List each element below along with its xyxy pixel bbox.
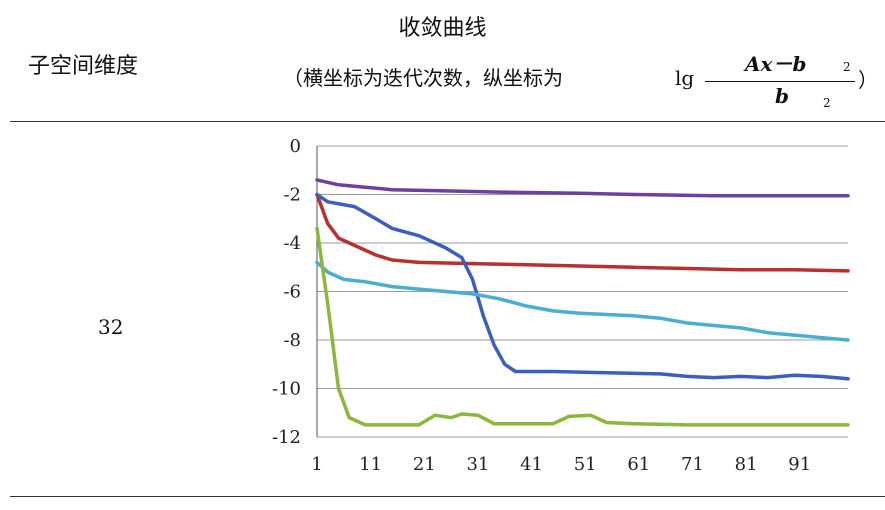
column-header-dimension: 子空间维度: [28, 54, 139, 79]
series-line-4: [315, 260, 850, 342]
y-tick-label: -8: [283, 330, 301, 351]
series-line-1: [315, 178, 850, 198]
dimension-value: 32: [98, 315, 124, 339]
column-subheader: （横坐标为迭代次数，纵坐标为: [283, 66, 563, 90]
fraction-denominator: b: [775, 84, 789, 108]
fraction-numerator: Ax－b: [745, 52, 807, 76]
x-tick-label: 71: [681, 454, 704, 475]
x-tick-label: 61: [627, 454, 650, 475]
x-tick-label: 91: [788, 454, 811, 475]
header-rule: [10, 121, 885, 122]
bottom-rule: [10, 496, 885, 497]
fraction-bar: [705, 81, 855, 82]
x-tick-label: 21: [413, 454, 436, 475]
close-paren: ）: [858, 68, 878, 92]
y-tick-label: -12: [272, 427, 301, 448]
column-header-convergence: 收敛曲线: [398, 16, 487, 41]
y-tick-label: -10: [272, 379, 301, 400]
x-tick-label: 51: [574, 454, 597, 475]
y-tick-label: 0: [290, 136, 301, 157]
y-tick-label: -2: [283, 185, 301, 206]
x-tick-label: 11: [359, 454, 382, 475]
y-tick-label: -6: [283, 282, 301, 303]
numerator-subscript: 2: [843, 60, 851, 74]
x-tick-label: 81: [735, 454, 758, 475]
residual-fraction: Ax－b 2 b 2: [705, 48, 855, 110]
series-line-2: [315, 192, 850, 273]
denominator-subscript: 2: [823, 96, 831, 110]
log-label: lg: [675, 66, 695, 90]
series-line-5: [315, 226, 850, 427]
x-tick-label: 41: [520, 454, 543, 475]
x-tick-label: 1: [311, 454, 322, 475]
y-tick-label: -4: [283, 233, 301, 254]
x-tick-label: 31: [466, 454, 489, 475]
series-line-3: [315, 192, 850, 381]
